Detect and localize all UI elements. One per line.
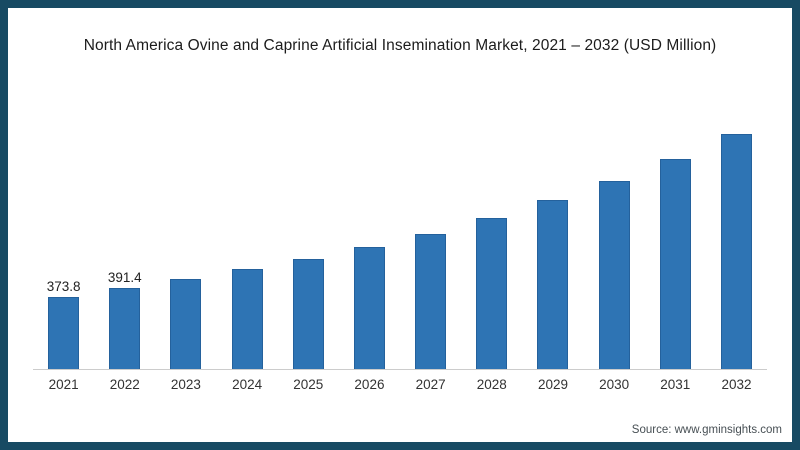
x-axis-tick-label: 2023: [170, 377, 201, 392]
x-axis-tick-label: 2030: [599, 377, 630, 392]
bar-2029: [537, 200, 569, 369]
bar-group-2025: [278, 110, 339, 369]
bar-group-2030: [584, 110, 645, 369]
x-axis-tick-label: 2025: [293, 377, 324, 392]
bar-2023: [170, 279, 202, 369]
x-axis-tick-label: 2032: [721, 377, 752, 392]
bar-2026: [353, 246, 385, 369]
chart-title: North America Ovine and Caprine Artifici…: [83, 37, 717, 54]
bar-2022: [109, 288, 141, 369]
bar-group-2026: [339, 110, 400, 369]
bar-group-2029: [522, 110, 583, 369]
bar-value-label: 391.4: [107, 270, 142, 286]
x-axis-tick-label: 2022: [109, 377, 140, 392]
bar-group-2028: [461, 110, 522, 369]
bar-group-2021: 373.8: [33, 110, 94, 369]
bar-2021: [48, 297, 80, 369]
x-axis-tick-label: 2021: [48, 377, 79, 392]
bars-container: 373.8 391.4: [33, 110, 767, 369]
bar-group-2022: 391.4: [94, 110, 155, 369]
bar-group-2032: [706, 110, 767, 369]
source-attribution: Source: www.gminsights.com: [631, 424, 782, 436]
plot-area: 373.8 391.4: [33, 110, 767, 370]
bar-2027: [415, 233, 447, 369]
bar-group-2031: [645, 110, 706, 369]
bar-value-label: 373.8: [46, 279, 81, 295]
x-axis-tick-label: 2028: [476, 377, 507, 392]
bar-group-2024: [217, 110, 278, 369]
x-axis-tick-label: 2024: [232, 377, 263, 392]
bar-2031: [659, 159, 691, 369]
bar-group-2027: [400, 110, 461, 369]
x-axis-tick-label: 2031: [660, 377, 691, 392]
x-axis-tick-label: 2029: [537, 377, 568, 392]
bar-2032: [720, 133, 752, 369]
bar-2024: [231, 268, 263, 369]
bar-group-2023: [155, 110, 216, 369]
x-axis-labels: 2021 2022 2023 2024 2025 2026 2027 2028 2029 2030…: [33, 377, 767, 392]
bar-2030: [598, 181, 630, 369]
bar-2025: [292, 259, 324, 369]
bar-2028: [476, 218, 508, 369]
x-axis-tick-label: 2027: [415, 377, 446, 392]
x-axis-tick-label: 2026: [354, 377, 385, 392]
